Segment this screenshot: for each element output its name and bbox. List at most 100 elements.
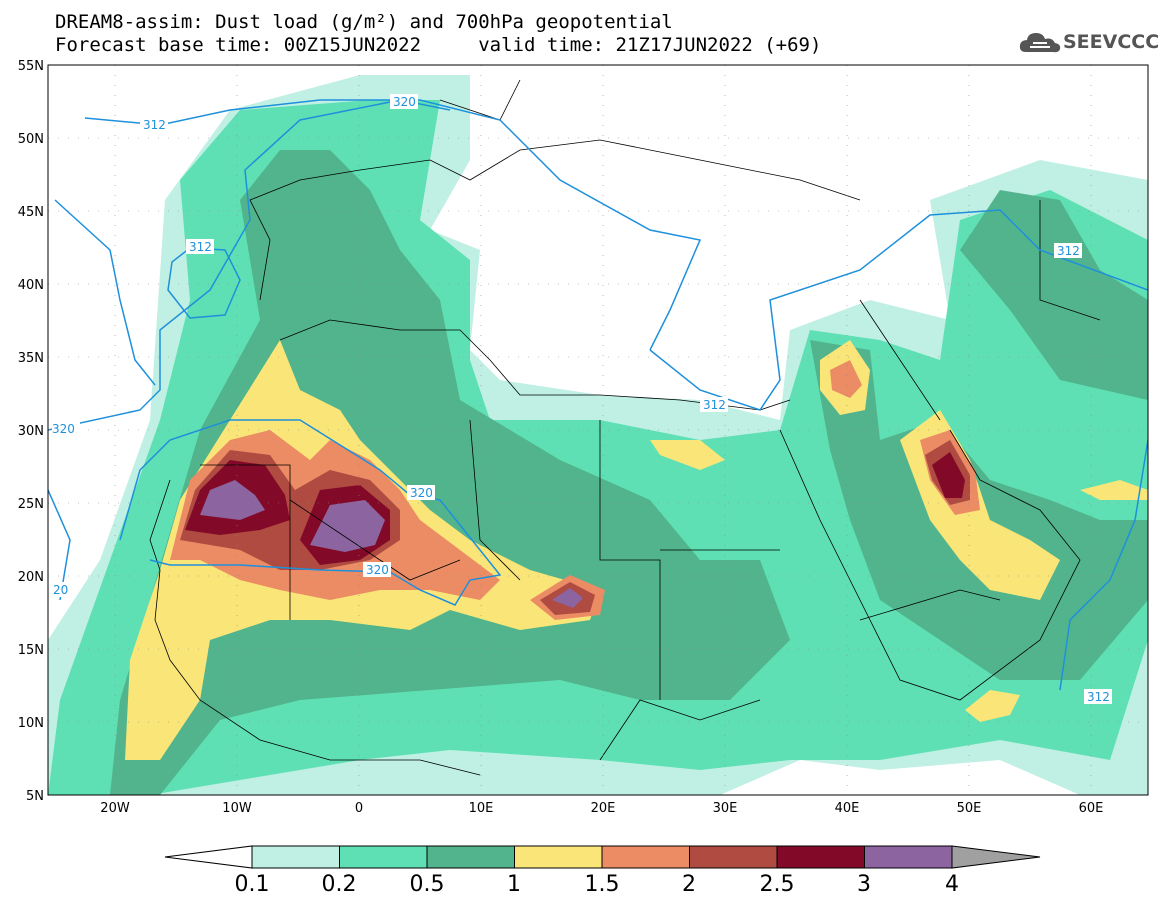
dust-region-1.5-iraq xyxy=(830,360,862,398)
colorbar-label: 1 xyxy=(507,872,521,897)
contour-312-med xyxy=(649,209,1148,411)
contour-label-bg xyxy=(407,485,435,500)
colorbar-segment xyxy=(339,845,428,869)
border-line-8 xyxy=(1039,200,1101,321)
geopotential-contours xyxy=(48,99,1148,691)
contour-20-edge xyxy=(48,489,71,601)
contour-312-east xyxy=(1059,439,1148,691)
plot-frame xyxy=(47,64,1149,796)
colorbar-label: 3 xyxy=(857,872,871,897)
graticule xyxy=(48,65,1148,795)
dust-region-2.5-gulf xyxy=(932,452,965,498)
contour-312-north xyxy=(84,99,702,351)
contour-label-bg xyxy=(700,397,728,412)
colorbar-label: 0.1 xyxy=(234,872,270,897)
seevccc-logo: SEEVCCC xyxy=(1018,28,1160,58)
contour-label-bg xyxy=(52,421,80,436)
contour-label: 320 xyxy=(52,422,75,436)
map-subtitle: Forecast base time: 00Z15JUN2022 valid t… xyxy=(55,34,822,56)
dust-region-3.0-mali xyxy=(310,500,385,552)
border-line-6 xyxy=(859,299,941,421)
contour-label: 20 xyxy=(53,583,68,597)
longitude-axis: 20W 10W 0 10E 20E 30E 40E 50E 60E xyxy=(100,801,1103,816)
colorbar-segment xyxy=(426,845,515,869)
dust-field xyxy=(48,65,1148,795)
contour-label: 312 xyxy=(1057,244,1080,258)
border-line-10 xyxy=(599,699,761,761)
colorbar-label: 4 xyxy=(945,872,959,897)
lat-tick-label: 55N xyxy=(18,59,44,74)
colorbar-segment xyxy=(251,845,340,869)
lon-tick-label: 60E xyxy=(1079,801,1104,816)
colorbar-label: 0.5 xyxy=(409,872,445,897)
dust-region-3.0-chad xyxy=(552,588,583,608)
coastline-arabia xyxy=(779,429,1081,701)
contour-312-circle xyxy=(167,247,241,319)
lat-tick-label: 30N xyxy=(18,424,44,439)
lat-tick-label: 25N xyxy=(18,497,44,512)
coastline-africa-west xyxy=(149,479,481,776)
lat-tick-label: 35N xyxy=(18,351,44,366)
contour-label-bg xyxy=(186,239,214,254)
latitude-axis: 55N 50N 45N 40N 35N 30N 25N 20N 15N 10N … xyxy=(18,59,44,804)
lon-tick-label: 30E xyxy=(713,801,738,816)
contour-label-bg xyxy=(1084,689,1112,704)
lat-tick-label: 10N xyxy=(18,716,44,731)
contour-label-bg xyxy=(1054,243,1082,258)
lat-tick-label: 5N xyxy=(26,789,44,804)
lon-tick-label: 10E xyxy=(469,801,494,816)
border-line-7 xyxy=(859,589,1001,621)
contour-label: 312 xyxy=(703,398,726,412)
dust-region-1.0-iran xyxy=(1080,480,1148,500)
contour-label: 320 xyxy=(393,95,416,109)
colorbar xyxy=(164,845,1041,869)
dust-region-0.5-east xyxy=(810,190,1148,680)
lat-tick-label: 50N xyxy=(18,132,44,147)
colorbar-segment xyxy=(601,845,690,869)
dust-region-1.0-libya xyxy=(650,440,725,470)
colorbar-label: 2.5 xyxy=(759,872,795,897)
lat-tick-label: 15N xyxy=(18,643,44,658)
contour-labels: 312 320 312 320 320 320 20 312 312 312 xyxy=(52,94,1112,704)
colorbar-segment xyxy=(514,845,603,869)
contour-label-bg xyxy=(390,94,418,109)
lat-tick-label: 45N xyxy=(18,205,44,220)
dust-region-3.0 xyxy=(200,480,265,520)
dust-region-1.0-yemen xyxy=(965,690,1020,722)
contour-label-bg xyxy=(363,562,391,577)
contour-label: 320 xyxy=(410,486,433,500)
lon-tick-label: 50E xyxy=(957,801,982,816)
colorbar-high-arrow xyxy=(951,845,1041,869)
lon-tick-label: 0 xyxy=(355,801,363,816)
colorbar-segment xyxy=(776,845,865,869)
cloud-icon xyxy=(1019,33,1061,53)
contour-320-loop xyxy=(48,99,451,431)
colorbar-low-arrow xyxy=(164,845,253,869)
border-line-2 xyxy=(289,499,461,581)
logo-text: SEEVCCC xyxy=(1063,31,1160,53)
colorbar-label: 2 xyxy=(682,872,696,897)
colorbar-segment xyxy=(864,845,953,869)
coastline-europe xyxy=(249,139,861,301)
colorbar-label: 1.5 xyxy=(584,872,620,897)
contour-320-sahara xyxy=(119,419,502,606)
colorbar-segments xyxy=(251,845,953,869)
colorbar-label: 0.2 xyxy=(321,872,357,897)
lon-tick-label: 10W xyxy=(222,801,252,816)
contour-label-bg xyxy=(140,117,168,132)
contour-312-west xyxy=(54,199,156,386)
map-title: DREAM8-assim: Dust load (g/m²) and 700hP… xyxy=(55,11,673,33)
border-line-3 xyxy=(469,419,521,581)
lon-tick-label: 20W xyxy=(100,801,130,816)
lat-tick-label: 40N xyxy=(18,278,44,293)
lon-tick-label: 40E xyxy=(835,801,860,816)
border-line-4 xyxy=(599,420,661,700)
contour-label: 320 xyxy=(366,563,389,577)
contour-label-bg xyxy=(52,582,70,597)
contour-label: 312 xyxy=(143,118,166,132)
lon-tick-label: 20E xyxy=(591,801,616,816)
lat-tick-label: 20N xyxy=(18,570,44,585)
contour-label: 312 xyxy=(1087,690,1110,704)
dust-region-0.5 xyxy=(110,150,790,795)
